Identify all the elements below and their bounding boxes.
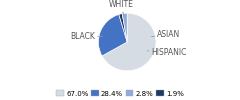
Wedge shape: [119, 14, 127, 42]
Legend: 67.0%, 28.4%, 2.8%, 1.9%: 67.0%, 28.4%, 2.8%, 1.9%: [56, 90, 184, 96]
Text: HISPANIC: HISPANIC: [147, 48, 187, 57]
Wedge shape: [98, 14, 127, 56]
Wedge shape: [102, 13, 156, 71]
Text: WHITE: WHITE: [109, 0, 134, 16]
Wedge shape: [122, 13, 127, 42]
Text: BLACK: BLACK: [70, 32, 103, 41]
Text: ASIAN: ASIAN: [152, 30, 180, 39]
